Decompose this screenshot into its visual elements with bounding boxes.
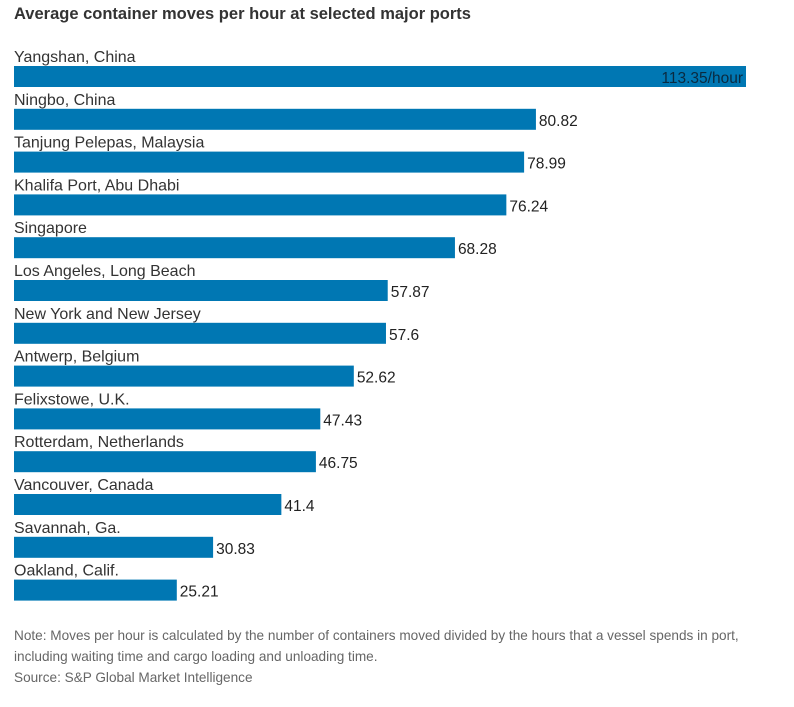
bar	[14, 451, 316, 473]
bar	[14, 66, 746, 87]
category-label: Khalifa Port, Abu Dhabi	[14, 177, 179, 194]
category-label: Antwerp, Belgium	[14, 349, 139, 366]
chart-source: Source: S&P Global Market Intelligence	[14, 670, 253, 685]
bar	[14, 579, 177, 601]
category-label: Tanjung Pelepas, Malaysia	[14, 135, 204, 152]
value-label: 113.35/hour	[661, 70, 743, 87]
category-label: Savannah, Ga.	[14, 520, 121, 537]
value-label: 68.28	[458, 241, 497, 258]
bar	[14, 237, 455, 259]
bar-chart: Yangshan, China 113.35/hour Ningbo, China 8…	[14, 49, 746, 601]
value-label: 80.82	[539, 113, 578, 130]
value-label: 78.99	[527, 156, 566, 173]
bar	[14, 365, 354, 387]
bar	[14, 108, 536, 130]
value-label: 46.75	[319, 455, 358, 472]
category-label: Singapore	[14, 220, 87, 237]
chart-title: Average container moves per hour at sele…	[14, 5, 471, 23]
category-label: Oakland, Calif.	[14, 563, 119, 580]
value-label: 47.43	[323, 412, 362, 429]
bar	[14, 194, 507, 216]
bar	[14, 151, 525, 173]
value-label: 30.83	[216, 541, 255, 558]
category-label: Los Angeles, Long Beach	[14, 263, 195, 280]
value-label: 25.21	[180, 584, 219, 601]
bar	[14, 408, 321, 430]
value-label: 57.6	[389, 327, 419, 344]
category-label: New York and New Jersey	[14, 306, 201, 323]
bar	[14, 536, 214, 558]
bar	[14, 280, 388, 301]
value-label: 76.24	[509, 198, 548, 215]
category-label: Rotterdam, Netherlands	[14, 434, 184, 451]
value-label: 57.87	[391, 284, 430, 301]
category-label: Vancouver, Canada	[14, 477, 153, 494]
value-label: 52.62	[357, 370, 396, 387]
category-label: Felixstowe, U.K.	[14, 391, 130, 408]
value-label: 41.4	[284, 498, 315, 515]
bar	[14, 494, 282, 515]
chart-note: Note: Moves per hour is calculated by th…	[14, 628, 739, 664]
category-label: Yangshan, China	[14, 49, 136, 66]
category-label: Ningbo, China	[14, 92, 116, 109]
bar	[14, 322, 386, 344]
